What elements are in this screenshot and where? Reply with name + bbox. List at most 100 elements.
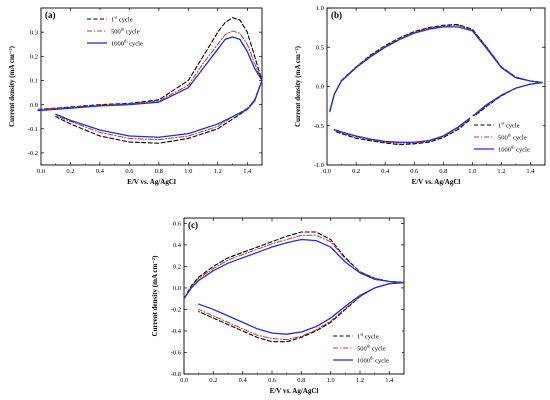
x-axis-title: E/V vs. Ag/AgCl xyxy=(270,387,319,395)
panel-label: (c) xyxy=(188,220,198,230)
y-tick-label: -1.0 xyxy=(314,162,324,169)
legend-label-main: 1000 xyxy=(357,357,370,364)
series-line-1 xyxy=(37,17,263,144)
plot-frame xyxy=(40,7,263,166)
legend-label-tail: cycle xyxy=(124,28,139,35)
x-tick-label: 1.4 xyxy=(385,377,394,384)
legend-label: 1000th cycle xyxy=(357,356,389,365)
y-tick-label: -0.4 xyxy=(171,328,182,335)
legend-label-sup: st xyxy=(114,15,118,20)
y-tick-label: -0.2 xyxy=(28,150,38,157)
legend-label-tail: cycle xyxy=(374,357,389,364)
legend-label-tail: cycle xyxy=(504,122,519,129)
y-tick-label: 0.6 xyxy=(173,221,182,228)
x-axis-title: E/V vs. Ag/AgCl xyxy=(412,178,461,186)
x-tick-label: 1.0 xyxy=(468,168,476,175)
x-tick-label: 0.2 xyxy=(209,377,217,384)
panel-label: (b) xyxy=(331,10,342,20)
legend-label-main: 1 xyxy=(498,122,501,129)
legend-label-main: 1000 xyxy=(111,40,124,47)
y-tick-label: 0.4 xyxy=(173,242,182,249)
legend-label: 1st cycle xyxy=(111,15,133,24)
legend-label-tail: cycle xyxy=(117,16,132,23)
plot-frame xyxy=(183,217,405,375)
legend-label-sup: th xyxy=(124,39,128,44)
legend-label-sup: st xyxy=(501,121,505,126)
x-tick-label: 0.0 xyxy=(37,168,45,175)
legend-label-tail: cycle xyxy=(363,333,378,340)
x-tick-label: 0.8 xyxy=(155,168,163,175)
y-tick-label: 0.5 xyxy=(316,44,324,51)
x-tick-label: 0.0 xyxy=(180,377,188,384)
series-line-3 xyxy=(183,238,405,335)
legend-label-main: 500 xyxy=(498,134,508,141)
x-tick-label: 1.2 xyxy=(356,377,364,384)
y-tick-label: 0.1 xyxy=(30,78,38,85)
x-tick-label: 0.4 xyxy=(381,168,390,175)
x-tick-label: 0.0 xyxy=(323,168,331,175)
legend-label-sup: th xyxy=(508,133,512,138)
series-line-2 xyxy=(183,234,405,341)
legend-label: 1st cycle xyxy=(498,121,520,130)
x-tick-label: 0.8 xyxy=(439,168,447,175)
x-tick-label: 0.6 xyxy=(268,377,277,384)
chart-panel-a: 0.0 0.2 0.4 0.6 0.8 1.0 1.2 1.4 -0.2 -0.1 0.0 0.1 0.… xyxy=(8,7,263,186)
legend-label: 1000th cycle xyxy=(111,39,143,48)
y-tick-label: 0.2 xyxy=(30,54,38,61)
series-line-3 xyxy=(329,26,543,143)
legend-label-tail: cycle xyxy=(128,40,143,47)
y-tick-label: -0.6 xyxy=(171,350,182,357)
chart-panel-b: 0.0 0.2 0.4 0.6 0.8 1.0 1.2 1.4 -1.0 -0.5 0.0 0.5 1.… xyxy=(294,5,546,186)
legend-label-sup: th xyxy=(511,145,515,150)
chart-panel-c: 0.0 0.2 0.4 0.6 0.8 1.0 1.2 1.4 -0.8 -0.6 -0.4 -0.2… xyxy=(151,217,405,395)
x-tick-label: 1.0 xyxy=(327,377,335,384)
y-tick-label: -0.1 xyxy=(28,126,38,133)
legend-label-tail: cycle xyxy=(370,345,385,352)
legend-label-sup: th xyxy=(370,356,374,361)
y-tick-label: 0.3 xyxy=(30,29,38,36)
legend-label: 1000th cycle xyxy=(498,145,530,154)
legend-label: 1st cycle xyxy=(357,332,379,341)
x-tick-label: 1.4 xyxy=(243,168,252,175)
y-tick-label: 0.0 xyxy=(316,84,324,91)
legend-label-main: 1 xyxy=(357,333,360,340)
x-tick-label: 0.6 xyxy=(125,168,134,175)
series-line-3 xyxy=(37,36,263,138)
legend-label: 500th cycle xyxy=(498,133,527,142)
legend-label-sup: st xyxy=(360,332,364,337)
x-tick-label: 0.8 xyxy=(297,377,305,384)
y-axis-title: Current density (mA cm⁻²) xyxy=(151,255,159,337)
legend-label-sup: th xyxy=(121,27,125,32)
y-tick-label: -0.2 xyxy=(171,307,181,314)
series-line-2 xyxy=(37,30,263,141)
y-tick-label: -0.8 xyxy=(171,371,181,378)
series-line-1 xyxy=(183,231,405,343)
x-tick-label: 0.6 xyxy=(410,168,419,175)
legend-label-main: 1 xyxy=(111,16,114,23)
x-tick-label: 1.4 xyxy=(526,168,535,175)
legend-label-tail: cycle xyxy=(511,134,526,141)
y-axis-title: Current density (mA cm⁻²) xyxy=(8,45,16,127)
y-axis-title: Current density (mA cm⁻²) xyxy=(294,45,302,127)
x-tick-label: 0.2 xyxy=(352,168,360,175)
legend-label: 500th cycle xyxy=(357,344,386,353)
x-tick-label: 1.0 xyxy=(184,168,192,175)
legend-label-main: 500 xyxy=(357,345,367,352)
y-tick-label: 0.2 xyxy=(173,264,181,271)
y-tick-label: -0.5 xyxy=(314,123,324,130)
legend-box xyxy=(83,10,157,52)
x-tick-label: 0.4 xyxy=(96,168,105,175)
legend-label-tail: cycle xyxy=(515,146,530,153)
panel-label: (a) xyxy=(45,10,56,20)
x-tick-label: 0.4 xyxy=(239,377,248,384)
legend-label-sup: th xyxy=(367,344,371,349)
x-tick-label: 1.2 xyxy=(214,168,222,175)
legend-label-main: 1000 xyxy=(498,146,511,153)
y-tick-label: 0.0 xyxy=(30,102,38,109)
legend-label: 500th cycle xyxy=(111,27,140,36)
x-axis-title: E/V vs. Ag/AgCl xyxy=(127,178,176,186)
